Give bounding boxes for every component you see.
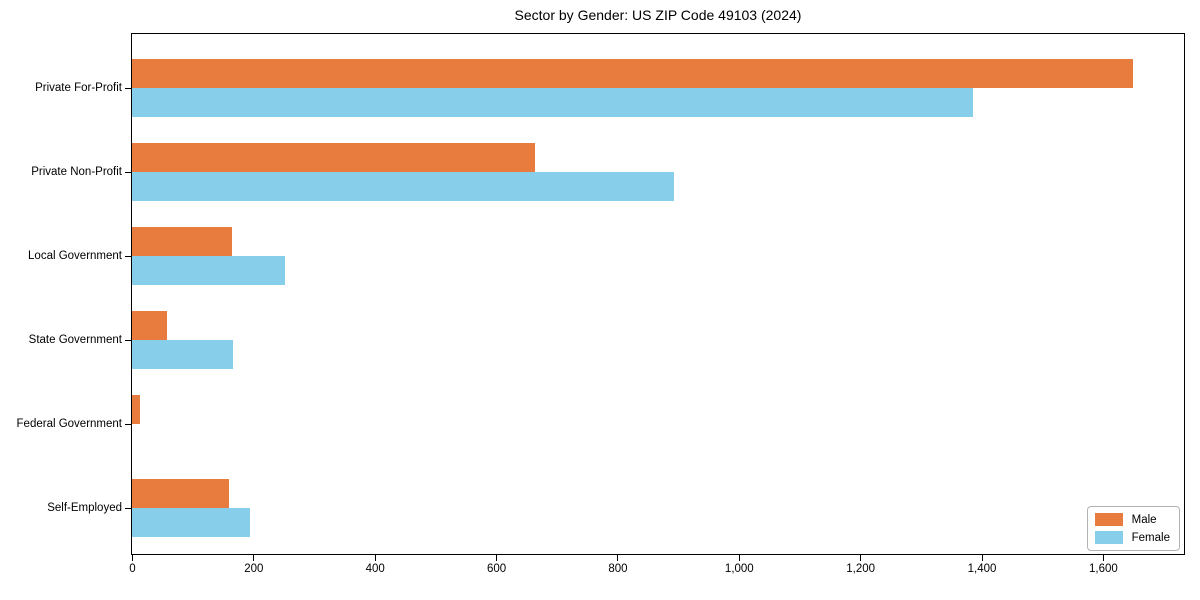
y-tick-label-federal-government: Federal Government (16, 418, 122, 430)
x-tick-label: 200 (244, 563, 264, 575)
x-tick-label: 400 (365, 563, 385, 575)
bar-male-federal-government (132, 394, 140, 424)
bar-female-private-non-profit (132, 171, 674, 201)
bar-male-private-for-profit (132, 58, 1134, 88)
legend-label-female: Female (1131, 531, 1170, 544)
x-tick-label: 1,600 (1089, 563, 1118, 575)
x-tick-mark (860, 555, 862, 561)
bar-male-self-employed (132, 478, 230, 508)
y-tick-mark (125, 339, 131, 341)
bar-male-state-government (132, 310, 167, 340)
x-tick-label: 1,000 (724, 563, 754, 575)
legend: Male Female (1086, 506, 1180, 551)
y-tick-mark (125, 423, 131, 425)
y-tick-label-private-for-profit: Private For-Profit (35, 82, 122, 94)
bar-female-local-government (132, 255, 285, 285)
legend-item-male: Male (1094, 513, 1170, 526)
x-tick-mark (496, 555, 498, 561)
x-tick-mark (981, 555, 983, 561)
x-tick-label: 800 (608, 563, 628, 575)
y-tick-mark (125, 171, 131, 173)
y-tick-mark (125, 507, 131, 509)
y-tick-label-state-government: State Government (28, 334, 122, 346)
y-tick-label-private-non-profit: Private Non-Profit (31, 166, 122, 178)
bar-male-private-non-profit (132, 142, 535, 172)
x-tick-mark (1102, 555, 1104, 561)
x-tick-mark (253, 555, 255, 561)
bar-female-private-for-profit (132, 87, 974, 117)
x-tick-label: 600 (486, 563, 507, 575)
y-tick-mark (125, 87, 131, 89)
bar-female-self-employed (132, 507, 251, 537)
legend-label-male: Male (1131, 513, 1157, 526)
bar-female-state-government (132, 339, 233, 369)
x-tick-mark (132, 555, 133, 561)
x-tick-label: 0 (129, 563, 136, 575)
y-tick-mark (125, 255, 131, 257)
legend-swatch-male (1094, 513, 1123, 526)
x-tick-label: 1,400 (967, 563, 997, 575)
x-tick-mark (738, 555, 740, 561)
chart-title: Sector by Gender: US ZIP Code 49103 (202… (514, 7, 802, 23)
legend-item-female: Female (1094, 531, 1170, 544)
x-tick-mark (374, 555, 376, 561)
y-tick-label-local-government: Local Government (28, 250, 122, 262)
y-tick-label-self-employed: Self-Employed (47, 502, 122, 514)
bar-male-local-government (132, 226, 232, 256)
legend-swatch-female (1094, 531, 1123, 544)
plot-area: Male Female (131, 33, 1185, 555)
x-tick-label: 1,200 (846, 563, 876, 575)
x-tick-mark (617, 555, 619, 561)
